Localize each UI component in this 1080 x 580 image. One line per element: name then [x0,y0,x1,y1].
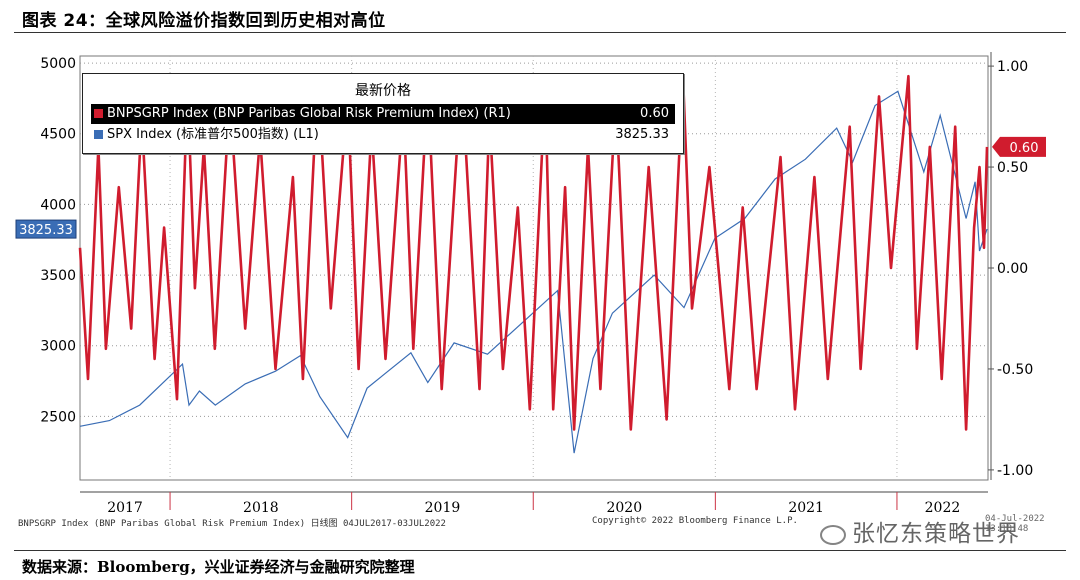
right-tick-label: 0.50 [997,160,1028,176]
data-source-note: 数据来源：Bloomberg，兴业证券经济与金融研究院整理 [22,558,415,576]
left-tick-label: 2500 [40,409,76,425]
series-line-spx [79,90,988,454]
page-id: 04-Jul-2022 13:18:48 [985,514,1045,534]
bloomberg-source-line: BNPSGRP Index (BNP Paribas Global Risk P… [18,519,446,529]
x-tick-label: 2021 [788,500,824,515]
right-tick-label: -0.50 [997,362,1033,378]
right-tick-label: -1.00 [997,463,1033,479]
legend: 最新价格 BNPSGRP Index (BNP Paribas Global R… [82,73,684,154]
legend-value: 3825.33 [615,127,669,142]
footer-rule [14,550,1066,551]
title-rule [14,32,1066,33]
x-tick-label: 2018 [243,500,279,515]
left-tick-label: 4000 [40,197,76,213]
left-tick-label: 3000 [40,339,76,355]
left-tick-label: 4500 [40,127,76,143]
right-tick-label: 1.00 [997,59,1028,75]
left-tick-label: 3500 [40,268,76,284]
x-tick-label: 2020 [606,500,642,515]
wechat-icon [820,524,846,545]
last-value-label-right: 0.60 [1010,141,1039,156]
x-tick-label: 2019 [425,500,461,515]
legend-item-spx: SPX Index (标准普尔500指数) (L1) 3825.33 [91,125,675,145]
figure-title: 图表 24：全球风险溢价指数回到历史相对高位 [22,11,386,31]
last-value-tag-right [992,136,1046,157]
legend-swatch-blue [94,130,103,139]
legend-value: 0.60 [640,106,669,121]
legend-item-bnpsgrp: BNPSGRP Index (BNP Paribas Global Risk P… [91,104,675,124]
left-tick-label: 5000 [40,56,76,72]
x-tick-label: 2022 [925,500,961,515]
legend-swatch-red [94,109,103,118]
legend-label: BNPSGRP Index (BNP Paribas Global Risk P… [107,106,511,121]
watermark-text: 张忆东策略世界 [852,521,1020,547]
x-tick-label: 2017 [107,500,143,515]
copyright-text: Copyright© 2022 Bloomberg Finance L.P. [592,516,798,526]
last-value-label-left: 3825.33 [19,223,73,238]
legend-label: SPX Index (标准普尔500指数) (L1) [107,127,319,142]
right-tick-label: 0.00 [997,261,1028,277]
series-line-bnpsgrp [78,74,989,431]
last-value-tag-left [15,219,77,239]
watermark: 张忆东策略世界 [820,514,1020,548]
legend-title: 最新价格 [355,83,411,99]
